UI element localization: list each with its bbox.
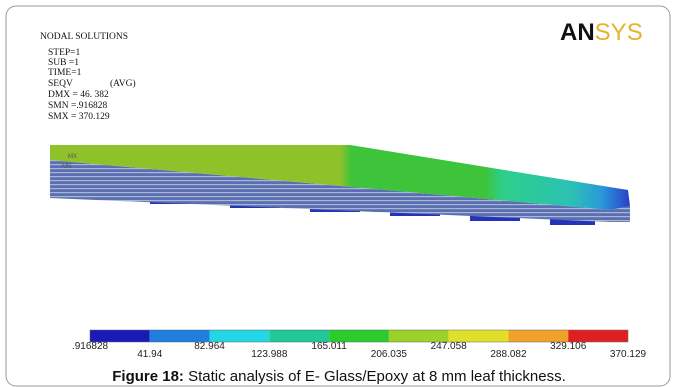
- avg: (AVG): [110, 78, 136, 89]
- legend-label: 329.106: [550, 341, 587, 352]
- caption-text: Static analysis of E- Glass/Epoxy at 8 m…: [188, 368, 566, 385]
- legend-label: 82.964: [194, 341, 225, 352]
- smx: SMX = 370.129: [48, 112, 110, 122]
- min-label: MN: [62, 164, 71, 170]
- dmx: DMX = 46. 382: [48, 90, 109, 100]
- legend-label: 165.011: [311, 341, 347, 352]
- max-label: MX: [68, 154, 77, 160]
- result: SEQV: [48, 79, 73, 89]
- sub: SUB =1: [48, 58, 79, 68]
- legend-label: 123.988: [251, 349, 288, 360]
- time: TIME=1: [48, 68, 82, 78]
- figure: NODAL SOLUTIONS STEP=1 SUB =1 TIME=1 SEQ…: [0, 0, 678, 387]
- caption: Figure 18: Static analysis of E- Glass/E…: [112, 368, 566, 385]
- caption-label: Figure 18:: [112, 368, 184, 385]
- legend-label: .916828: [72, 341, 109, 352]
- legend-label: 206.035: [371, 349, 408, 360]
- logo: ANSYS: [560, 19, 643, 46]
- legend-label: 370.129: [610, 349, 647, 360]
- legend-label: 41.94: [137, 349, 162, 360]
- logo-an: AN: [560, 19, 595, 46]
- smn: SMN =.916828: [48, 101, 107, 111]
- step: STEP=1: [48, 48, 81, 58]
- legend-label: 288.082: [490, 349, 527, 360]
- logo-sys: SYS: [595, 19, 643, 46]
- legend-label: 247.058: [431, 341, 468, 352]
- header-title: NODAL SOLUTIONS: [40, 32, 128, 42]
